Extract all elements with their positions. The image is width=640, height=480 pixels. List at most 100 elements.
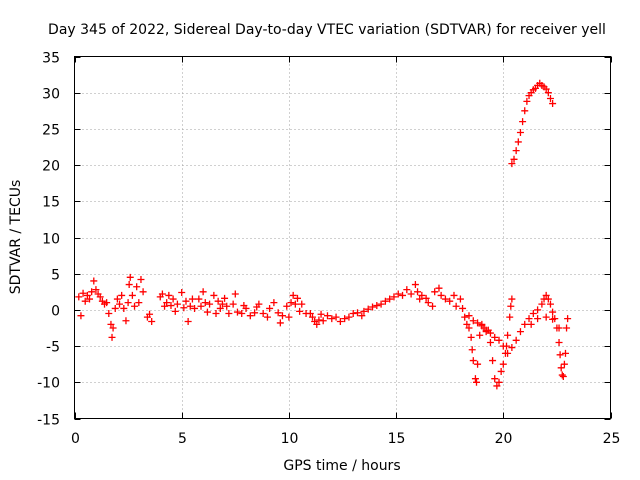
chart-title: Day 345 of 2022, Sidereal Day-to-day VTE… — [48, 22, 606, 38]
data-point — [345, 313, 353, 321]
data-point — [124, 299, 132, 307]
data-point — [199, 288, 207, 296]
data-point — [411, 281, 419, 289]
data-point — [542, 313, 550, 321]
data-point — [308, 313, 316, 321]
grid-lines — [74, 56, 611, 419]
data-point — [81, 297, 89, 305]
data-point — [555, 324, 563, 332]
y-tick-label: 15 — [42, 195, 60, 211]
data-point — [407, 290, 415, 298]
data-point — [463, 320, 471, 328]
data-point — [456, 295, 464, 303]
y-tick-label: -10 — [37, 376, 60, 392]
data-point — [186, 302, 194, 310]
data-point — [521, 320, 529, 328]
data-point — [178, 289, 186, 297]
data-point — [414, 288, 422, 296]
data-point — [242, 304, 250, 312]
y-tick-label: -5 — [46, 340, 60, 356]
data-point — [287, 299, 295, 307]
data-point — [529, 310, 537, 318]
data-point — [274, 309, 282, 317]
data-point — [323, 312, 331, 320]
data-point — [197, 302, 205, 310]
data-point — [319, 317, 327, 325]
data-point — [467, 333, 475, 341]
data-point — [221, 294, 229, 302]
data-point — [377, 300, 385, 308]
data-point — [270, 299, 278, 307]
data-point — [493, 382, 501, 390]
data-point — [499, 342, 507, 350]
data-point — [108, 333, 116, 341]
data-points — [75, 79, 572, 390]
plot-frame — [74, 56, 611, 419]
data-point — [558, 371, 566, 379]
data-point — [218, 300, 226, 308]
data-point — [133, 283, 141, 291]
data-point — [128, 291, 136, 299]
data-point — [523, 97, 531, 105]
data-point — [276, 319, 284, 327]
data-point — [75, 293, 83, 301]
data-point — [336, 317, 344, 325]
data-point — [538, 300, 546, 308]
data-point — [96, 293, 104, 301]
data-point — [120, 304, 128, 312]
data-point — [469, 317, 477, 325]
data-point — [486, 329, 494, 337]
x-tick-label: 20 — [495, 431, 513, 447]
data-point — [146, 310, 154, 318]
data-point — [546, 94, 554, 102]
x-tick-label: 15 — [388, 431, 406, 447]
data-point — [173, 300, 181, 308]
data-point — [527, 320, 535, 328]
data-point — [474, 319, 482, 327]
y-tick-label: 30 — [42, 87, 60, 103]
data-point — [549, 100, 557, 108]
data-point — [182, 297, 190, 305]
data-point — [349, 310, 357, 318]
data-point — [461, 313, 469, 321]
data-point — [111, 304, 119, 312]
data-point — [497, 367, 505, 375]
data-point — [489, 357, 497, 365]
data-point — [516, 129, 524, 137]
data-point — [559, 373, 567, 381]
data-point — [369, 303, 377, 311]
data-point — [508, 160, 516, 168]
y-tick-label: 25 — [42, 123, 60, 139]
data-point — [450, 291, 458, 299]
data-point — [341, 315, 349, 323]
data-point — [557, 364, 565, 372]
data-point — [452, 302, 460, 310]
data-point — [549, 308, 557, 316]
x-tick-label: 5 — [178, 431, 187, 447]
data-point — [206, 300, 214, 308]
data-point — [113, 295, 121, 303]
x-axis-label: GPS time / hours — [283, 458, 400, 474]
data-point — [560, 360, 568, 368]
data-point — [435, 284, 443, 292]
data-point — [165, 291, 173, 299]
data-point — [216, 304, 224, 312]
data-point — [255, 300, 263, 308]
data-point — [167, 302, 175, 310]
data-point — [231, 290, 239, 298]
x-tick-label: 25 — [603, 431, 621, 447]
data-point — [137, 275, 145, 283]
data-point — [214, 297, 222, 305]
data-point — [508, 344, 516, 352]
data-point — [564, 315, 572, 323]
data-point — [399, 291, 407, 299]
data-point — [203, 308, 211, 316]
data-point — [381, 297, 389, 305]
data-point — [491, 333, 499, 341]
data-point — [233, 308, 241, 316]
data-point — [210, 291, 218, 299]
data-point — [495, 378, 503, 386]
data-point — [191, 304, 199, 312]
data-point — [259, 310, 267, 318]
data-point — [499, 360, 507, 368]
